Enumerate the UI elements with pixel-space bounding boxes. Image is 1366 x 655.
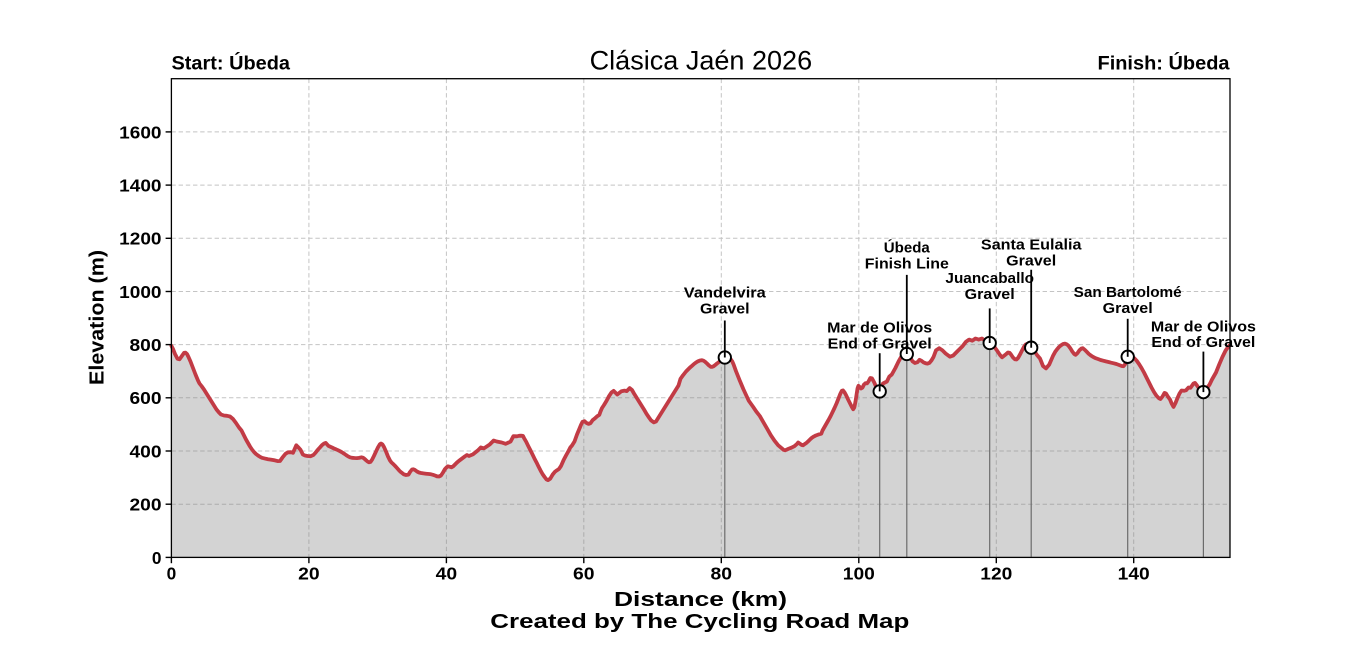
svg-text:100: 100 <box>843 564 875 584</box>
svg-text:End of Gravel: End of Gravel <box>828 336 932 352</box>
svg-text:1000: 1000 <box>119 282 162 302</box>
svg-text:Úbeda: Úbeda <box>884 239 931 257</box>
svg-text:Gravel: Gravel <box>700 301 750 317</box>
svg-text:Vandelvira: Vandelvira <box>684 286 767 302</box>
svg-text:Santa Eulalia: Santa Eulalia <box>981 238 1083 254</box>
svg-text:600: 600 <box>130 388 162 408</box>
svg-text:Created by The Cycling Road Ma: Created by The Cycling Road Map <box>490 610 909 633</box>
svg-text:Mar de Olivos: Mar de Olivos <box>827 321 932 337</box>
svg-text:800: 800 <box>130 335 162 355</box>
svg-text:Clásica Jaén 2026: Clásica Jaén 2026 <box>590 45 813 75</box>
svg-text:Start: Úbeda: Start: Úbeda <box>172 53 291 75</box>
svg-text:Juancaballo: Juancaballo <box>945 271 1034 287</box>
svg-text:End of Gravel: End of Gravel <box>1151 335 1255 351</box>
svg-text:400: 400 <box>130 441 162 461</box>
svg-text:Gravel: Gravel <box>1006 253 1056 269</box>
svg-text:1200: 1200 <box>119 229 162 249</box>
svg-text:Elevation (m): Elevation (m) <box>87 250 109 385</box>
svg-text:Mar de Olivos: Mar de Olivos <box>1151 319 1256 335</box>
svg-text:200: 200 <box>130 495 162 515</box>
svg-text:60: 60 <box>573 564 595 584</box>
svg-text:Distance (km): Distance (km) <box>614 589 787 611</box>
svg-text:San Bartolomé: San Bartolomé <box>1074 285 1182 301</box>
svg-text:Gravel: Gravel <box>965 287 1015 303</box>
svg-text:Gravel: Gravel <box>1103 301 1153 317</box>
svg-text:0: 0 <box>152 548 162 568</box>
svg-text:40: 40 <box>436 564 458 584</box>
svg-text:1400: 1400 <box>119 176 162 196</box>
svg-text:20: 20 <box>298 564 320 584</box>
svg-text:0: 0 <box>167 564 177 584</box>
svg-text:140: 140 <box>1118 564 1150 584</box>
svg-text:Finish Line: Finish Line <box>865 256 949 272</box>
svg-text:120: 120 <box>980 564 1012 584</box>
svg-text:Finish: Úbeda: Finish: Úbeda <box>1098 53 1230 75</box>
svg-text:1600: 1600 <box>119 122 162 142</box>
svg-text:80: 80 <box>711 564 733 584</box>
